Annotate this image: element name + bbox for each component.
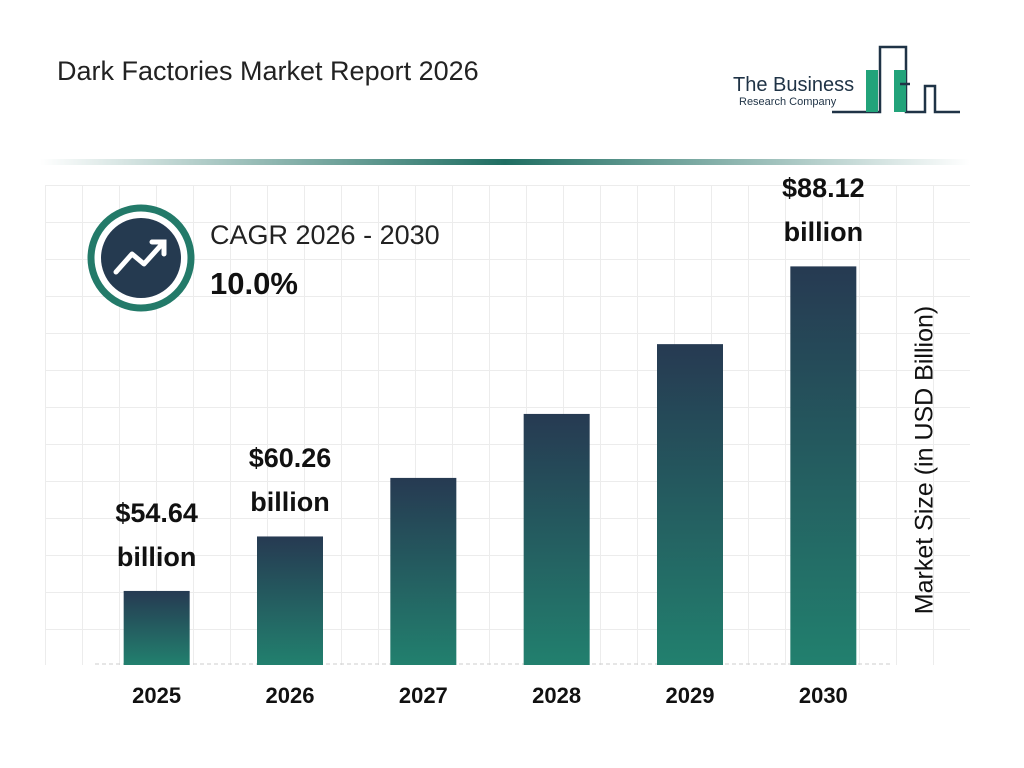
cagr-value: 10.0% <box>210 266 298 301</box>
bar <box>123 590 190 665</box>
logo-text: The Business <box>733 74 855 96</box>
x-tick-label: 2029 <box>665 683 715 708</box>
bar <box>790 266 857 665</box>
value-label: $88.12 billion <box>782 173 865 248</box>
bar <box>257 536 323 665</box>
x-tick-label: 2027 <box>398 683 448 708</box>
bar <box>390 477 457 665</box>
bar <box>523 413 590 665</box>
x-tick-label: 2025 <box>132 683 182 708</box>
bar <box>657 344 723 665</box>
divider <box>40 159 970 165</box>
x-tick-label: 2030 <box>798 683 848 708</box>
cagr-label: CAGR 2026 - 2030 <box>210 220 440 250</box>
title: Dark Factories Market Report 2026 <box>57 56 479 86</box>
value-label: $60.26 billion <box>248 443 332 518</box>
logo-icon <box>832 45 960 114</box>
x-tick-label: 2026 <box>265 683 315 708</box>
x-tick-label: 2028 <box>532 683 582 708</box>
y-axis-label: Market Size (in USD Billion) <box>910 305 939 615</box>
cagr-icon <box>87 204 195 312</box>
logo-subtext: Research Company <box>739 96 837 108</box>
value-label: $54.64 billion <box>115 497 198 572</box>
